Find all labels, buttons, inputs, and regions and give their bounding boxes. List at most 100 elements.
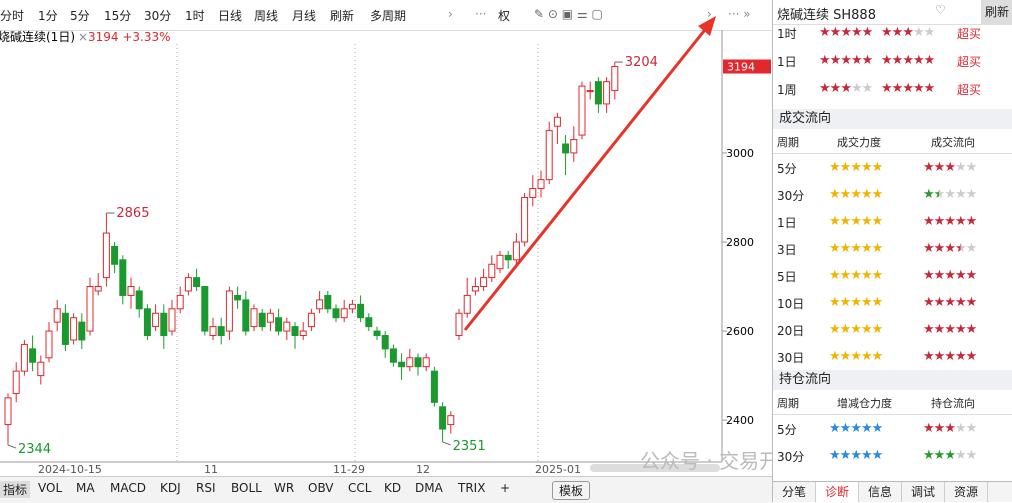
star: ★ [923, 421, 935, 436]
star: ★ [965, 214, 978, 229]
star: ★ [829, 349, 841, 364]
star: ★ [829, 25, 842, 40]
indicator-button[interactable]: VOL [38, 481, 63, 495]
period: 1日 [777, 216, 797, 230]
candle-body [70, 317, 78, 341]
candle-body [160, 312, 168, 337]
toolbar-button[interactable]: 权 [498, 9, 511, 23]
star-rating: ★★★★★ [923, 241, 977, 256]
star: ★ [965, 295, 978, 310]
indicator-button[interactable]: BOLL [231, 481, 262, 495]
tab[interactable]: 调试 [902, 482, 945, 502]
star-rating: ★★★★★ [923, 322, 977, 337]
candle-body [299, 330, 307, 337]
star-rating: ★★★★★ [829, 322, 883, 337]
indicator-button[interactable]: KDJ [160, 481, 181, 495]
toolbar-button[interactable]: 5分 [70, 9, 90, 23]
toolbar-button[interactable]: 周线 [254, 9, 279, 23]
y-tick-label: 2800 [726, 236, 754, 249]
icon[interactable]: ··· » [728, 7, 751, 21]
table-row: 20日 ★★★★★ ★★★★★ [773, 316, 1012, 343]
summary-row: 1周 ★★★★★ ★★★★★ 超买 [773, 81, 1012, 109]
indicator-button[interactable]: RSI [196, 481, 216, 495]
panel-title: 烧碱连续 SH888 [777, 8, 876, 23]
candle-body [201, 286, 209, 332]
star: ★ [840, 81, 852, 96]
period: 1周 [777, 83, 797, 97]
indicator-button[interactable]: DMA [415, 481, 443, 495]
y-tick-label: 3000 [726, 147, 754, 160]
candle-body [316, 299, 324, 310]
candle-body [217, 326, 225, 337]
candle-body [242, 299, 250, 332]
indicator-button[interactable]: TRIX [458, 481, 486, 495]
star: ★ [923, 214, 935, 229]
icon[interactable]: ♡ [935, 3, 946, 17]
star: ★ [881, 53, 893, 68]
star: ★ [871, 448, 884, 463]
star: ★ [923, 322, 935, 337]
star: ★ [839, 214, 852, 229]
star: ★ [839, 421, 852, 436]
indicator-button[interactable]: MACD [110, 481, 146, 495]
x-tick-label: 12 [416, 463, 430, 476]
chart-title: 烧碱连续(1日) [0, 29, 75, 44]
indicator-button[interactable]: + [500, 481, 511, 495]
tab[interactable]: 资源 [945, 482, 988, 502]
star: ★ [861, 25, 874, 40]
refresh-button[interactable]: 刷新 [981, 0, 1012, 24]
icon[interactable]: × [78, 30, 88, 44]
icon[interactable]: ··· [475, 7, 487, 21]
period: 30分 [777, 450, 805, 464]
star: ★ [850, 81, 863, 96]
star-rating: ★★★★★ [923, 349, 977, 364]
star: ★ [933, 187, 946, 202]
toolbar-button[interactable]: 15分 [104, 9, 132, 23]
indicator-button[interactable]: WR [274, 481, 295, 495]
candle-body [488, 263, 496, 279]
toolbar-button[interactable]: 30分 [144, 9, 172, 23]
star-rating: ★★★★★ [829, 448, 884, 463]
star-rating: ★★★★★ [923, 421, 978, 436]
star: ★ [871, 160, 884, 175]
tab[interactable]: 诊断 [816, 482, 859, 502]
candle-body [586, 90, 594, 93]
star: ★ [944, 160, 956, 175]
indicator-button[interactable]: KD [384, 481, 402, 495]
icon[interactable]: › [448, 7, 453, 21]
star: ★ [902, 81, 914, 96]
star-rating: ★★★★★ [829, 160, 884, 175]
indicator-button[interactable]: MA [76, 481, 95, 495]
candle-body [471, 286, 479, 292]
indicator-button[interactable]: CCL [348, 481, 372, 495]
indicator-bar: 指标 VOL MA MACD KDJ RSI BOLL WR OBV CCL KD DMA TRIX + 模… [0, 476, 772, 503]
icon[interactable]: ✎ ⊙ ▣ ⚌ ▢ [534, 7, 603, 21]
candle-body [340, 308, 348, 319]
star-rating: ★★★★★ [819, 53, 873, 68]
indicator-button[interactable]: OBV [308, 481, 334, 495]
toolbar-button[interactable]: 分时 [0, 9, 25, 23]
tab[interactable]: 分笔 [773, 482, 816, 502]
toolbar-button[interactable]: 刷新 [330, 9, 355, 23]
toolbar-button[interactable]: 月线 [292, 9, 317, 23]
star: ★ [871, 268, 884, 283]
table-row: 5分 ★★★★★ ★★★★★ [773, 154, 1012, 181]
tab[interactable]: 信息 [859, 482, 902, 502]
star: ★ [860, 295, 873, 310]
toolbar-button[interactable]: 日线 [218, 9, 243, 23]
candle-body [275, 317, 283, 332]
candle-body [53, 308, 61, 323]
price-marker [723, 59, 771, 74]
template-button[interactable]: 模板 [552, 481, 591, 500]
icon[interactable]: › [707, 7, 712, 21]
toolbar-button[interactable]: 多周期 [370, 9, 407, 23]
indicator-label[interactable]: 指标 [0, 481, 31, 498]
star: ★ [933, 322, 946, 337]
toolbar-button[interactable]: 1分 [38, 9, 58, 23]
candle-body [29, 348, 37, 363]
extreme-label: 2865 [116, 206, 149, 221]
toolbar-button[interactable]: 1时 [185, 9, 205, 23]
star: ★ [923, 187, 935, 202]
candle-body [562, 143, 570, 154]
star: ★ [965, 421, 978, 436]
